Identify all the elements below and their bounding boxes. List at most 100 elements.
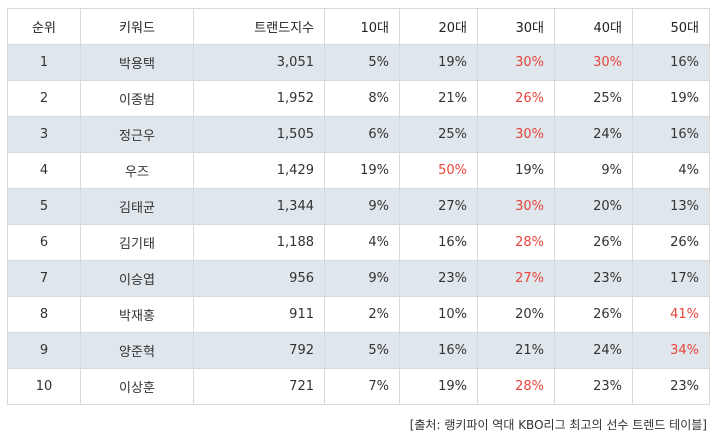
cell-age-40s: 24% bbox=[554, 332, 633, 369]
cell-trend-index: 1,188 bbox=[193, 224, 325, 261]
table-row: 4 우즈 1,429 19% 50% 19% 9% 4% bbox=[7, 152, 710, 189]
trend-table: 순위 키워드 트랜드지수 10대 20대 30대 40대 50대 1 박용택 3… bbox=[7, 8, 710, 405]
source-caption: [출처: 랭키파이 역대 KBO리그 최고의 선수 트렌드 테이블] bbox=[409, 418, 707, 432]
cell-age-50s: 17% bbox=[632, 260, 710, 297]
table-row: 9 양준혁 792 5% 16% 21% 24% 34% bbox=[7, 332, 710, 369]
cell-rank: 10 bbox=[7, 368, 81, 405]
cell-age-20s: 19% bbox=[399, 44, 478, 81]
cell-age-30s: 30% bbox=[477, 116, 555, 153]
cell-trend-index: 3,051 bbox=[193, 44, 325, 81]
cell-age-20s: 16% bbox=[399, 332, 478, 369]
cell-rank: 8 bbox=[7, 296, 81, 333]
cell-keyword: 양준혁 bbox=[80, 332, 194, 369]
header-age-20s: 20대 bbox=[399, 8, 478, 45]
table-row: 3 정근우 1,505 6% 25% 30% 24% 16% bbox=[7, 116, 710, 153]
cell-age-10s: 8% bbox=[324, 80, 400, 117]
cell-age-20s: 25% bbox=[399, 116, 478, 153]
table-row: 6 김기태 1,188 4% 16% 28% 26% 26% bbox=[7, 224, 710, 261]
header-keyword: 키워드 bbox=[80, 8, 194, 45]
cell-keyword: 김기태 bbox=[80, 224, 194, 261]
table-row: 1 박용택 3,051 5% 19% 30% 30% 16% bbox=[7, 44, 710, 81]
cell-keyword: 우즈 bbox=[80, 152, 194, 189]
cell-keyword: 이승엽 bbox=[80, 260, 194, 297]
cell-age-40s: 25% bbox=[554, 80, 633, 117]
cell-age-10s: 5% bbox=[324, 44, 400, 81]
cell-age-50s: 4% bbox=[632, 152, 710, 189]
cell-keyword: 이상훈 bbox=[80, 368, 194, 405]
cell-keyword: 이종범 bbox=[80, 80, 194, 117]
cell-age-50s: 23% bbox=[632, 368, 710, 405]
cell-rank: 2 bbox=[7, 80, 81, 117]
cell-rank: 7 bbox=[7, 260, 81, 297]
cell-age-30s: 30% bbox=[477, 188, 555, 225]
cell-rank: 9 bbox=[7, 332, 81, 369]
cell-age-50s: 41% bbox=[632, 296, 710, 333]
cell-age-10s: 6% bbox=[324, 116, 400, 153]
table-row: 2 이종범 1,952 8% 21% 26% 25% 19% bbox=[7, 80, 710, 117]
cell-age-10s: 2% bbox=[324, 296, 400, 333]
cell-age-40s: 24% bbox=[554, 116, 633, 153]
header-rank: 순위 bbox=[7, 8, 81, 45]
cell-age-20s: 19% bbox=[399, 368, 478, 405]
cell-trend-index: 1,952 bbox=[193, 80, 325, 117]
header-trend-index: 트랜드지수 bbox=[193, 8, 325, 45]
cell-age-40s: 26% bbox=[554, 224, 633, 261]
cell-keyword: 박용택 bbox=[80, 44, 194, 81]
cell-age-30s: 19% bbox=[477, 152, 555, 189]
header-age-40s: 40대 bbox=[554, 8, 633, 45]
cell-age-50s: 19% bbox=[632, 80, 710, 117]
cell-age-30s: 28% bbox=[477, 224, 555, 261]
cell-age-20s: 21% bbox=[399, 80, 478, 117]
cell-age-40s: 26% bbox=[554, 296, 633, 333]
cell-age-20s: 50% bbox=[399, 152, 478, 189]
table-row: 10 이상훈 721 7% 19% 28% 23% 23% bbox=[7, 368, 710, 405]
cell-trend-index: 721 bbox=[193, 368, 325, 405]
table-row: 7 이승엽 956 9% 23% 27% 23% 17% bbox=[7, 260, 710, 297]
cell-age-40s: 30% bbox=[554, 44, 633, 81]
header-age-10s: 10대 bbox=[324, 8, 400, 45]
cell-age-10s: 9% bbox=[324, 188, 400, 225]
cell-age-30s: 20% bbox=[477, 296, 555, 333]
cell-age-20s: 10% bbox=[399, 296, 478, 333]
cell-trend-index: 792 bbox=[193, 332, 325, 369]
cell-trend-index: 911 bbox=[193, 296, 325, 333]
cell-age-10s: 5% bbox=[324, 332, 400, 369]
table-row: 5 김태균 1,344 9% 27% 30% 20% 13% bbox=[7, 188, 710, 225]
header-age-30s: 30대 bbox=[477, 8, 555, 45]
cell-age-30s: 30% bbox=[477, 44, 555, 81]
cell-trend-index: 1,505 bbox=[193, 116, 325, 153]
cell-age-40s: 20% bbox=[554, 188, 633, 225]
cell-rank: 6 bbox=[7, 224, 81, 261]
cell-age-40s: 23% bbox=[554, 368, 633, 405]
cell-age-40s: 23% bbox=[554, 260, 633, 297]
cell-age-10s: 9% bbox=[324, 260, 400, 297]
cell-rank: 4 bbox=[7, 152, 81, 189]
cell-age-50s: 34% bbox=[632, 332, 710, 369]
cell-keyword: 정근우 bbox=[80, 116, 194, 153]
table-header-row: 순위 키워드 트랜드지수 10대 20대 30대 40대 50대 bbox=[7, 8, 710, 45]
cell-trend-index: 1,344 bbox=[193, 188, 325, 225]
table-row: 8 박재홍 911 2% 10% 20% 26% 41% bbox=[7, 296, 710, 333]
cell-rank: 1 bbox=[7, 44, 81, 81]
cell-rank: 3 bbox=[7, 116, 81, 153]
cell-age-10s: 4% bbox=[324, 224, 400, 261]
cell-age-20s: 16% bbox=[399, 224, 478, 261]
cell-trend-index: 956 bbox=[193, 260, 325, 297]
cell-age-10s: 7% bbox=[324, 368, 400, 405]
cell-age-50s: 16% bbox=[632, 44, 710, 81]
cell-trend-index: 1,429 bbox=[193, 152, 325, 189]
cell-age-30s: 26% bbox=[477, 80, 555, 117]
cell-age-30s: 28% bbox=[477, 368, 555, 405]
cell-age-20s: 27% bbox=[399, 188, 478, 225]
cell-age-50s: 13% bbox=[632, 188, 710, 225]
cell-keyword: 김태균 bbox=[80, 188, 194, 225]
cell-age-10s: 19% bbox=[324, 152, 400, 189]
cell-age-50s: 26% bbox=[632, 224, 710, 261]
cell-age-40s: 9% bbox=[554, 152, 633, 189]
cell-keyword: 박재홍 bbox=[80, 296, 194, 333]
header-age-50s: 50대 bbox=[632, 8, 710, 45]
cell-age-50s: 16% bbox=[632, 116, 710, 153]
cell-age-30s: 21% bbox=[477, 332, 555, 369]
cell-age-30s: 27% bbox=[477, 260, 555, 297]
